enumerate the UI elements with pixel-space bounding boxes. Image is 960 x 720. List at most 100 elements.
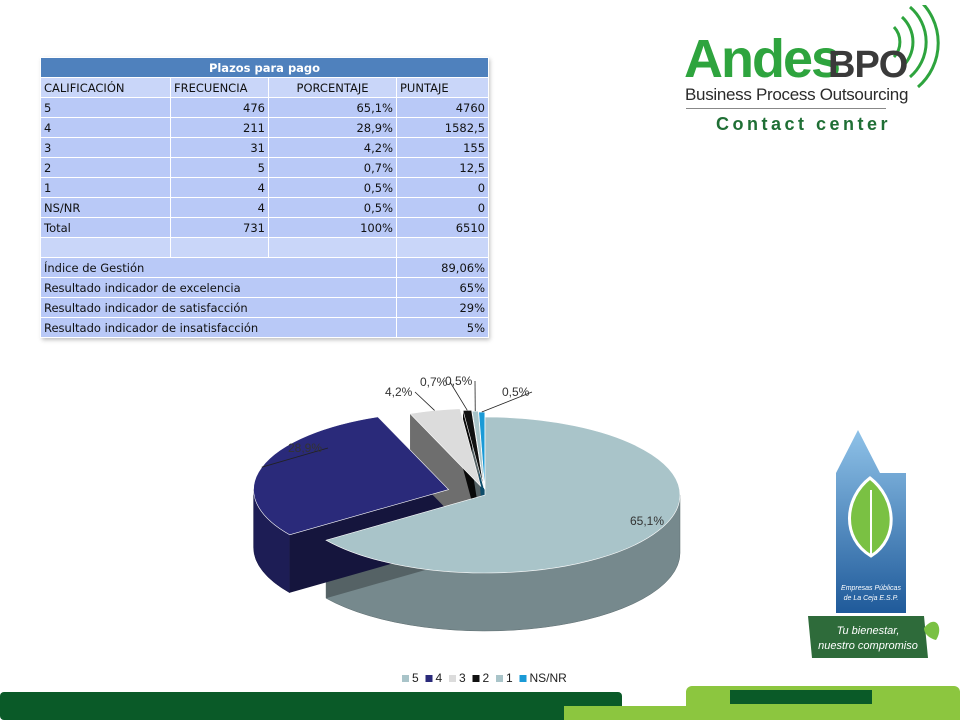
leader-line <box>414 391 435 411</box>
cell-puntaje: 6510 <box>395 217 490 238</box>
empresas-publicas-logo: Empresas Públicas de La Ceja E.S.P. Tu b… <box>808 430 940 658</box>
table-row-total: Total 731 100% 6510 <box>40 217 490 238</box>
summary-value: 65% <box>395 277 490 298</box>
epm-company-text: Empresas Públicas <box>841 585 901 592</box>
leader-line <box>481 391 533 413</box>
data-label-NS/NR: 0,5% <box>502 385 530 399</box>
cell-calificacion: 4 <box>40 117 171 138</box>
legend-label-2: 2 <box>483 671 490 685</box>
legend-swatch <box>472 675 480 682</box>
chart-legend: 5 4 3 2 1 NS/NR <box>402 671 567 685</box>
legend-swatch <box>519 675 527 682</box>
cell-frecuencia: 5 <box>170 157 269 178</box>
cell-frecuencia: 731 <box>170 217 269 238</box>
logo-brand-main: Andes <box>684 29 841 89</box>
epm-company-text-2: de La Ceja E.S.P. <box>844 595 899 602</box>
table-row: 3 31 4,2% 155 <box>40 137 490 158</box>
header-calificacion: CALIFICACIÓN <box>40 77 171 98</box>
footer-bar-accent <box>730 690 872 704</box>
cell-puntaje: 155 <box>395 137 490 158</box>
summary-value: 89,06% <box>395 257 490 278</box>
cell-puntaje: 4760 <box>395 97 490 118</box>
pie-chart: 65,1%28,9%4,2%0,7%0,5%0,5% 5 4 3 2 1 NS/NR <box>253 374 681 685</box>
header-frecuencia: FRECUENCIA <box>170 77 269 98</box>
legend-swatch <box>402 675 409 682</box>
table-row: 2 5 0,7% 12,5 <box>40 157 490 178</box>
blank-cell <box>395 237 490 258</box>
legend-swatch <box>425 675 433 682</box>
data-label-5: 65,1% <box>630 514 664 528</box>
table-row: 4 211 28,9% 1582,5 <box>40 117 490 138</box>
legend-label-1: 1 <box>506 671 513 685</box>
data-label-1: 0,5% <box>445 374 473 388</box>
cell-frecuencia: 211 <box>170 117 269 138</box>
table-row-blank <box>40 237 490 258</box>
cell-porcentaje: 100% <box>268 217 397 238</box>
data-label-2: 0,7% <box>420 375 448 389</box>
epm-slogan-line1: Tu bienestar, <box>837 625 900 637</box>
cell-frecuencia: 4 <box>170 177 269 198</box>
leader-line <box>449 381 468 411</box>
pie-slices <box>253 408 681 574</box>
table-row: 1 4 0,5% 0 <box>40 177 490 198</box>
andes-bpo-logo: Andes BPO Business Process Outsourcing C… <box>680 5 960 135</box>
data-labels: 65,1%28,9%4,2%0,7%0,5%0,5% <box>288 374 664 528</box>
cell-calificacion: 1 <box>40 177 171 198</box>
summary-row: Índice de Gestión 89,06% <box>40 257 490 278</box>
cell-frecuencia: 476 <box>170 97 269 118</box>
summary-label: Índice de Gestión <box>40 257 397 278</box>
table-row: NS/NR 4 0,5% 0 <box>40 197 490 218</box>
legend-label-3: 3 <box>459 671 466 685</box>
header-puntaje: PUNTAJE <box>395 77 490 98</box>
blank-cell <box>268 237 397 258</box>
table-row: 5 476 65,1% 4760 <box>40 97 490 118</box>
logo-brand-suffix: BPO <box>828 44 908 86</box>
summary-label: Resultado indicador de satisfacción <box>40 297 397 318</box>
table-title: Plazos para pago <box>39 57 490 78</box>
data-label-3: 4,2% <box>385 385 413 399</box>
cell-calificacion: 5 <box>40 97 171 118</box>
summary-row: Resultado indicador de insatisfacción 5% <box>40 317 490 338</box>
cell-frecuencia: 31 <box>170 137 269 158</box>
cell-calificacion: 2 <box>40 157 171 178</box>
summary-label: Resultado indicador de excelencia <box>40 277 397 298</box>
cell-puntaje: 0 <box>395 177 490 198</box>
epm-slogan-line2: nuestro compromiso <box>818 640 918 652</box>
leader-lines <box>261 380 533 468</box>
leader-line <box>261 447 329 468</box>
small-leaf-icon <box>924 621 940 640</box>
summary-label: Resultado indicador de insatisfacción <box>40 317 397 338</box>
footer-bar-light-low <box>564 706 960 720</box>
pie-slice-5 <box>325 416 681 574</box>
summary-value: 5% <box>395 317 490 338</box>
legend-swatch <box>496 675 503 682</box>
blank-cell <box>170 237 269 258</box>
cell-porcentaje: 0,5% <box>268 197 397 218</box>
summary-row: Resultado indicador de excelencia 65% <box>40 277 490 298</box>
footer-bar-dark <box>0 692 622 720</box>
results-table: Plazos para pago CALIFICACIÓN FRECUENCIA… <box>39 57 490 338</box>
pie-slice-3 <box>409 408 482 488</box>
legend-label-NS/NR: NS/NR <box>530 671 568 685</box>
cell-puntaje: 12,5 <box>395 157 490 178</box>
cell-puntaje: 0 <box>395 197 490 218</box>
blank-cell <box>40 237 171 258</box>
logo-subtitle: Business Process Outsourcing <box>685 85 909 104</box>
header-porcentaje: PORCENTAJE <box>268 77 397 98</box>
cell-puntaje: 1582,5 <box>395 117 490 138</box>
summary-row: Resultado indicador de satisfacción 29% <box>40 297 490 318</box>
logo-tagline: Contact center <box>716 114 892 134</box>
summary-value: 29% <box>395 297 490 318</box>
signal-waves-icon <box>892 5 940 89</box>
slogan-banner <box>808 616 928 658</box>
cell-frecuencia: 4 <box>170 197 269 218</box>
cell-calificacion: Total <box>40 217 171 238</box>
legend-swatch <box>449 675 456 682</box>
logo-divider <box>686 108 886 109</box>
cell-porcentaje: 0,5% <box>268 177 397 198</box>
footer-bars <box>0 686 960 720</box>
cell-porcentaje: 0,7% <box>268 157 397 178</box>
cell-porcentaje: 4,2% <box>268 137 397 158</box>
cell-porcentaje: 65,1% <box>268 97 397 118</box>
cell-calificacion: 3 <box>40 137 171 158</box>
